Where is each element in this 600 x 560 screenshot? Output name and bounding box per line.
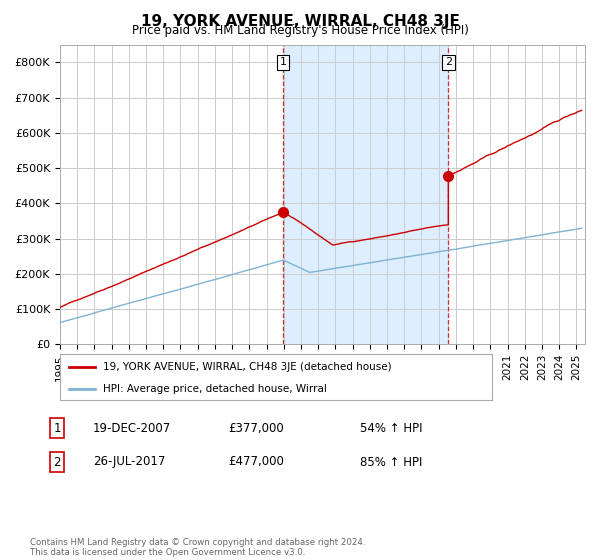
Text: HPI: Average price, detached house, Wirral: HPI: Average price, detached house, Wirr…: [103, 384, 327, 394]
Text: 26-JUL-2017: 26-JUL-2017: [93, 455, 166, 469]
Text: 54% ↑ HPI: 54% ↑ HPI: [360, 422, 422, 435]
Text: 19, YORK AVENUE, WIRRAL, CH48 3JE: 19, YORK AVENUE, WIRRAL, CH48 3JE: [140, 14, 460, 29]
Text: 2: 2: [53, 455, 61, 469]
Text: 2: 2: [445, 58, 452, 67]
Text: Price paid vs. HM Land Registry's House Price Index (HPI): Price paid vs. HM Land Registry's House …: [131, 24, 469, 36]
Text: £477,000: £477,000: [228, 455, 284, 469]
Bar: [283, 45, 448, 344]
Text: £377,000: £377,000: [228, 422, 284, 435]
Text: 19, YORK AVENUE, WIRRAL, CH48 3JE (detached house): 19, YORK AVENUE, WIRRAL, CH48 3JE (detac…: [103, 362, 392, 372]
Text: 1: 1: [280, 58, 287, 67]
Text: 19-DEC-2007: 19-DEC-2007: [93, 422, 171, 435]
Text: Contains HM Land Registry data © Crown copyright and database right 2024.
This d: Contains HM Land Registry data © Crown c…: [30, 538, 365, 557]
Text: 85% ↑ HPI: 85% ↑ HPI: [360, 455, 422, 469]
Text: 1: 1: [53, 422, 61, 435]
